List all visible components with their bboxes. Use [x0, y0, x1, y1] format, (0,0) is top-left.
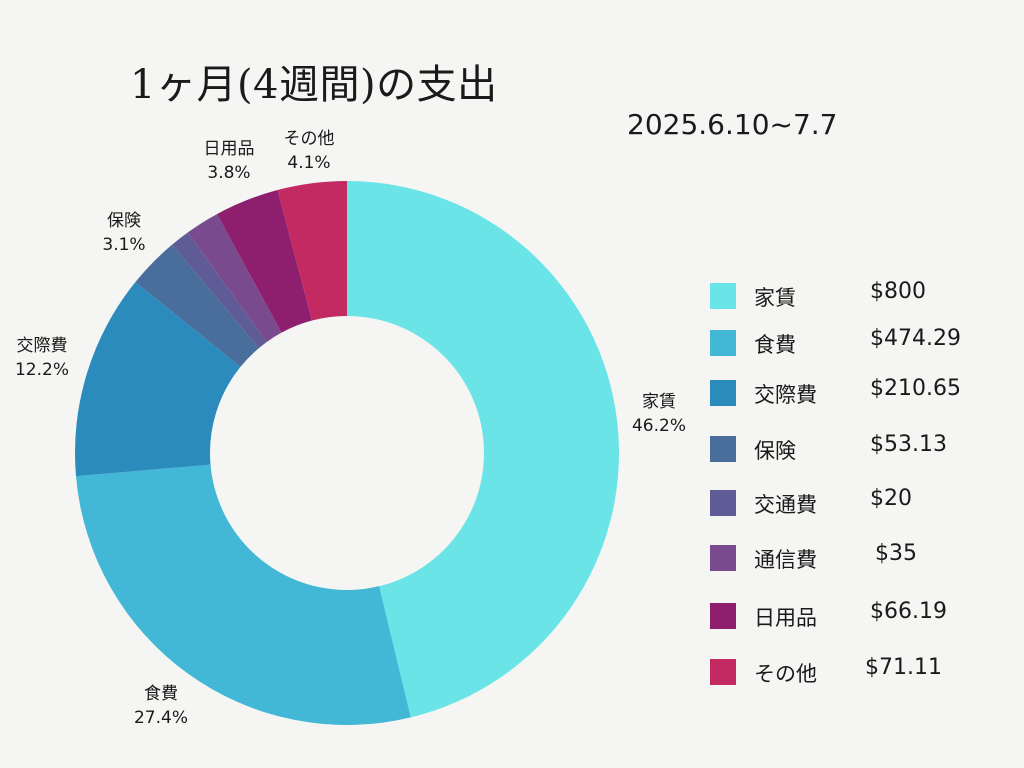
slice-その他: [277, 181, 347, 321]
slice-保険: [135, 244, 259, 367]
legend-label: 保険: [754, 439, 796, 463]
legend-value: $800: [870, 279, 926, 304]
legend-value: $66.19: [870, 599, 947, 624]
slice-label-percent: 3.1%: [102, 235, 145, 255]
legend-swatch: [710, 436, 736, 462]
slice-label-name: その他: [284, 129, 335, 149]
slice-label-name: 食費: [144, 684, 178, 704]
slice-label-name: 保険: [107, 211, 141, 231]
legend-swatch: [710, 545, 736, 571]
legend-value: $35: [875, 541, 917, 566]
legend-swatch: [710, 490, 736, 516]
chart-title: 1ヶ月(4週間)の支出: [130, 62, 498, 108]
legend-label: 日用品: [754, 606, 817, 630]
legend-label: 家賃: [754, 286, 796, 310]
legend-value: $20: [870, 486, 912, 511]
legend-swatch: [710, 380, 736, 406]
slice-label-percent: 3.8%: [207, 163, 250, 183]
slice-交際費: [75, 282, 241, 477]
slice-label-name: 日用品: [204, 139, 255, 159]
legend-swatch: [710, 283, 736, 309]
legend-label: その他: [754, 662, 817, 686]
date-range: 2025.6.10~7.7: [627, 108, 838, 141]
slice-交通費: [172, 232, 267, 349]
slice-label-name: 家賃: [642, 392, 676, 412]
slice-通信費: [187, 214, 282, 342]
legend-label: 交通費: [754, 493, 817, 517]
slice-食費: [75, 464, 411, 725]
legend-swatch: [710, 659, 736, 685]
legend-value: $210.65: [870, 376, 961, 401]
slice-label-percent: 46.2%: [632, 416, 686, 436]
legend-swatch: [710, 603, 736, 629]
legend-value: $71.11: [865, 655, 942, 680]
slice-日用品: [216, 190, 313, 333]
slice-label-percent: 12.2%: [15, 360, 69, 380]
legend-value: $53.13: [870, 432, 947, 457]
slice-label-percent: 27.4%: [134, 708, 188, 728]
legend-value: $474.29: [870, 326, 961, 351]
legend-swatch: [710, 330, 736, 356]
legend-label: 食費: [754, 333, 796, 357]
slice-label-name: 交際費: [17, 336, 68, 356]
slice-label-percent: 4.1%: [287, 153, 330, 173]
slice-家賃: [347, 181, 620, 718]
legend-label: 交際費: [754, 383, 817, 407]
legend-label: 通信費: [754, 548, 817, 572]
